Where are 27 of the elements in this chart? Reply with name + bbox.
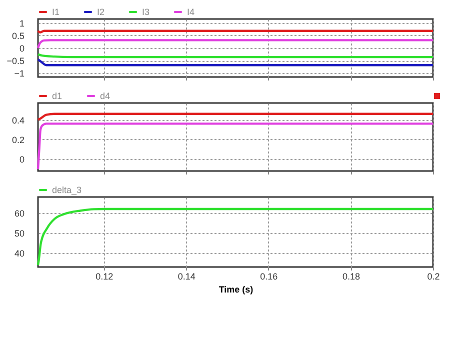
series-label: I1 [52,7,60,17]
legend-label: I4 [187,7,195,17]
y-tick-label: −1 [14,68,24,79]
x-tick-label: 0.18 [342,272,360,282]
line-series [36,39,434,50]
y-tick-label: 0 [19,44,24,54]
series-label: d1 [52,91,62,101]
y-tick-label: 1 [19,18,24,28]
y-tick-label: 0.4 [12,115,24,126]
y-tick-label: 40 [14,248,24,258]
y-tick-label: −0.5 [6,56,24,66]
legend-label: d4 [100,91,110,101]
x-tick-label: 0.2 [427,272,440,282]
y-tick-label: 0 [19,154,24,165]
y-tick-label: 0.2 [12,134,24,145]
y-tick-label: 0.5 [12,30,24,41]
y-tick-label: 50 [14,228,24,238]
legend-label: I3 [142,7,150,17]
series-label: delta_3 [52,185,82,195]
legend-label: I2 [97,7,105,17]
line-series [36,208,434,266]
x-tick-label: 0.12 [96,272,114,282]
x-tick-label: 0.14 [178,272,196,282]
x-axis-title: Time (s) [218,284,254,294]
y-tick-label: 60 [14,208,24,218]
x-tick-label: 0.16 [260,272,278,282]
line-series [36,122,434,170]
